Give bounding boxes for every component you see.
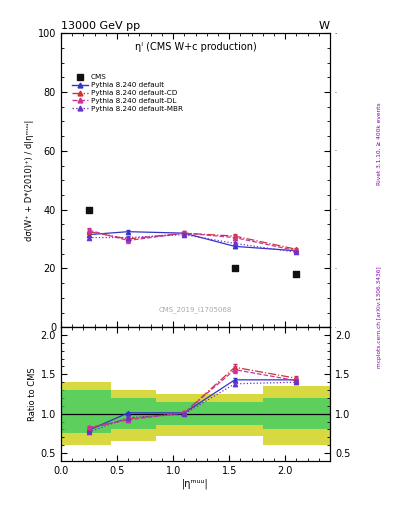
Pythia 8.240 default-CD: [126, 236, 130, 242]
Pythia 8.240 default: [232, 243, 237, 249]
X-axis label: |ηᵐᵘᵘ|: |ηᵐᵘᵘ|: [182, 478, 209, 489]
Pythia 8.240 default-CD: [182, 230, 187, 236]
Y-axis label: dσ(W⁺ + D*(2010)⁺) / d|ηᵐᵘᵘ|: dσ(W⁺ + D*(2010)⁺) / d|ηᵐᵘᵘ|: [24, 120, 33, 241]
Y-axis label: Ratio to CMS: Ratio to CMS: [28, 367, 37, 421]
Text: ηˡ (CMS W+c production): ηˡ (CMS W+c production): [135, 42, 256, 52]
Pythia 8.240 default: [182, 230, 187, 236]
Text: W: W: [319, 21, 330, 31]
Pythia 8.240 default-MBR: [182, 231, 187, 238]
Pythia 8.240 default-MBR: [294, 249, 299, 255]
Pythia 8.240 default-MBR: [86, 234, 91, 241]
Pythia 8.240 default-CD: [294, 246, 299, 252]
Text: 13000 GeV pp: 13000 GeV pp: [61, 21, 140, 31]
Point: [86, 205, 92, 214]
Line: Pythia 8.240 default-MBR: Pythia 8.240 default-MBR: [86, 232, 299, 254]
Pythia 8.240 default-MBR: [126, 234, 130, 241]
Pythia 8.240 default-DL: [294, 248, 299, 254]
Text: Rivet 3.1.10, ≥ 400k events: Rivet 3.1.10, ≥ 400k events: [377, 102, 382, 185]
Pythia 8.240 default-DL: [232, 234, 237, 241]
Pythia 8.240 default-DL: [126, 238, 130, 244]
Text: CMS_2019_I1705068: CMS_2019_I1705068: [159, 306, 232, 312]
Legend: CMS, Pythia 8.240 default, Pythia 8.240 default-CD, Pythia 8.240 default-DL, Pyt: CMS, Pythia 8.240 default, Pythia 8.240 …: [70, 72, 185, 114]
Pythia 8.240 default: [294, 248, 299, 254]
Text: mcplots.cern.ch [arXiv:1306.3436]: mcplots.cern.ch [arXiv:1306.3436]: [377, 267, 382, 368]
Line: Pythia 8.240 default-CD: Pythia 8.240 default-CD: [86, 229, 299, 252]
Pythia 8.240 default-MBR: [232, 240, 237, 246]
Point: [293, 270, 299, 279]
Pythia 8.240 default-DL: [182, 230, 187, 236]
Pythia 8.240 default: [86, 231, 91, 238]
Line: Pythia 8.240 default-DL: Pythia 8.240 default-DL: [86, 228, 299, 253]
Pythia 8.240 default-CD: [86, 228, 91, 234]
Pythia 8.240 default: [126, 228, 130, 234]
Line: Pythia 8.240 default: Pythia 8.240 default: [86, 229, 299, 253]
Pythia 8.240 default-DL: [86, 227, 91, 233]
Point: [231, 264, 238, 272]
Pythia 8.240 default-CD: [232, 233, 237, 239]
